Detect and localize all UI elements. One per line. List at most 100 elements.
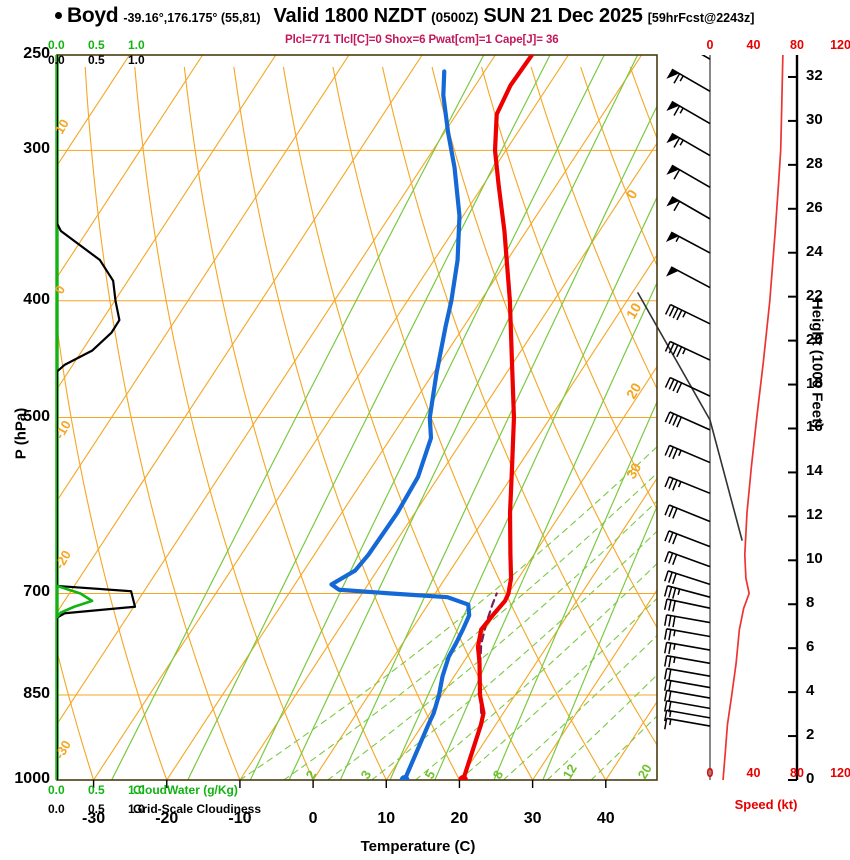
temperature-tick-label: -20 bbox=[155, 810, 179, 827]
height-tick-label: 12 bbox=[806, 506, 823, 524]
dry-adiabat bbox=[183, 66, 387, 780]
dry-adiabat bbox=[134, 66, 314, 780]
mixing-ratio-line bbox=[434, 281, 657, 780]
speed-tick-label-top: 0 bbox=[706, 38, 714, 52]
isotherm bbox=[239, 142, 657, 780]
temperature-tick-label: 40 bbox=[596, 810, 615, 827]
wind-barb bbox=[664, 530, 711, 548]
cloudwater-tick-label-top: 0.5 bbox=[88, 38, 105, 52]
mixing-ratio-line bbox=[288, 55, 639, 780]
height-axis bbox=[788, 75, 797, 781]
temperature-tick-label: 30 bbox=[523, 810, 542, 827]
moist-adiabat bbox=[502, 634, 657, 780]
height-tick-label: 0 bbox=[806, 770, 815, 787]
wind-barb bbox=[664, 641, 711, 655]
mixing-ratio-label: 12 bbox=[560, 761, 580, 781]
wind-barb bbox=[666, 196, 711, 220]
height-tick-label: 24 bbox=[806, 242, 823, 260]
speed-tick-label-bottom: 80 bbox=[790, 766, 804, 780]
cloudwater-curve bbox=[57, 584, 94, 619]
upper-guide-line bbox=[637, 292, 743, 541]
dry-adiabat bbox=[84, 66, 241, 780]
wind-barb bbox=[664, 550, 711, 568]
wind-barb bbox=[666, 164, 711, 189]
temperature-tick-label: 20 bbox=[450, 810, 469, 827]
isotherm bbox=[385, 365, 657, 780]
wind-barb bbox=[665, 266, 711, 289]
wind-barb bbox=[701, 55, 711, 60]
dewpoint-curve bbox=[329, 69, 472, 780]
mixing-ratio-label: 20 bbox=[635, 761, 655, 781]
height-tick-label: 18 bbox=[806, 374, 823, 392]
moist-adiabat bbox=[327, 500, 657, 780]
wind-barb bbox=[664, 570, 711, 586]
height-tick-label: 14 bbox=[806, 462, 823, 480]
cloudiness-tick-label-top: 0.5 bbox=[88, 53, 105, 67]
height-tick-label: 22 bbox=[806, 286, 823, 304]
valid-date: SUN 21 Dec 2025 bbox=[483, 5, 643, 27]
dry-adiabat bbox=[57, 322, 168, 780]
pressure-tick-label: 500 bbox=[23, 407, 50, 425]
speed-curve bbox=[722, 55, 784, 780]
mixing-ratio-line bbox=[339, 104, 657, 780]
temperature-tick-label: -10 bbox=[228, 810, 252, 827]
cloud-profiles bbox=[57, 55, 137, 780]
surface-dewpoint-dot bbox=[399, 775, 410, 780]
speed-tick-label-bottom: 40 bbox=[746, 766, 761, 780]
moist-adiabat bbox=[371, 530, 657, 780]
cloudwater-tick-label-bottom: 1.0 bbox=[128, 783, 145, 797]
wind-barb bbox=[666, 132, 711, 157]
dry-adiabat bbox=[233, 66, 460, 780]
temperature-tick-label: -30 bbox=[82, 810, 106, 827]
height-tick-label: 26 bbox=[806, 198, 823, 216]
station-marker-icon bbox=[55, 12, 62, 19]
dry-adiabat bbox=[57, 649, 95, 780]
cloudiness-curve bbox=[57, 55, 137, 780]
chart-header: Boyd -39.16°,176.175° (55,81) Valid 1800… bbox=[0, 4, 850, 30]
wind-barb bbox=[663, 585, 711, 599]
isotherm bbox=[166, 55, 643, 780]
wind-speed-profile bbox=[722, 55, 784, 780]
valid-time: Valid 1800 NZDT bbox=[273, 5, 427, 27]
station-coordinates: -39.16°,176.175° (55,81) bbox=[123, 11, 261, 25]
isotherm-label: 10 bbox=[623, 300, 645, 322]
cloudwater-tick-label-bottom: 0.5 bbox=[88, 783, 105, 797]
wind-barb bbox=[664, 628, 711, 641]
wind-barb bbox=[665, 231, 711, 254]
isotherm bbox=[532, 589, 657, 780]
wind-barb bbox=[664, 614, 711, 628]
surface-temperature-dot bbox=[458, 775, 469, 780]
dry-adiabat bbox=[332, 66, 607, 780]
cloudwater-tick-label-top: 1.0 bbox=[128, 38, 145, 52]
speed-tick-label-bottom: 120 bbox=[830, 766, 850, 780]
cloudiness-tick-label-top: 0.0 bbox=[48, 53, 65, 67]
dry-adiabat bbox=[431, 66, 657, 629]
wind-barb bbox=[664, 504, 711, 523]
wind-barb bbox=[664, 654, 711, 668]
background-grid bbox=[57, 55, 657, 780]
height-tick-label: 10 bbox=[806, 550, 823, 568]
height-tick-label: 6 bbox=[806, 638, 815, 656]
cloudiness-tick-label-bottom: 1.0 bbox=[128, 802, 145, 816]
temperature-axis-title: Temperature (C) bbox=[360, 838, 476, 855]
wind-barb bbox=[664, 411, 711, 431]
isotherm bbox=[57, 55, 204, 279]
valid-time-utc: (0500Z) bbox=[431, 10, 479, 25]
mixing-ratio-line bbox=[187, 55, 551, 780]
temperature-curve bbox=[461, 55, 534, 780]
height-tick-label: 30 bbox=[806, 110, 823, 128]
wind-barb bbox=[664, 717, 711, 730]
pressure-tick-label: 1000 bbox=[14, 770, 50, 787]
cloudwater-tick-label-top: 0.0 bbox=[48, 38, 65, 52]
isotherm bbox=[57, 55, 277, 391]
mixing-ratio-line bbox=[389, 195, 657, 780]
wind-barb bbox=[666, 68, 711, 93]
height-tick-label: 20 bbox=[806, 330, 823, 348]
wind-barb bbox=[664, 667, 711, 681]
cloudwater-tick-label-bottom: 0.0 bbox=[48, 783, 65, 797]
height-tick-label: 8 bbox=[806, 594, 815, 612]
wind-barb bbox=[664, 444, 711, 464]
speed-tick-label-bottom: 0 bbox=[706, 766, 714, 780]
